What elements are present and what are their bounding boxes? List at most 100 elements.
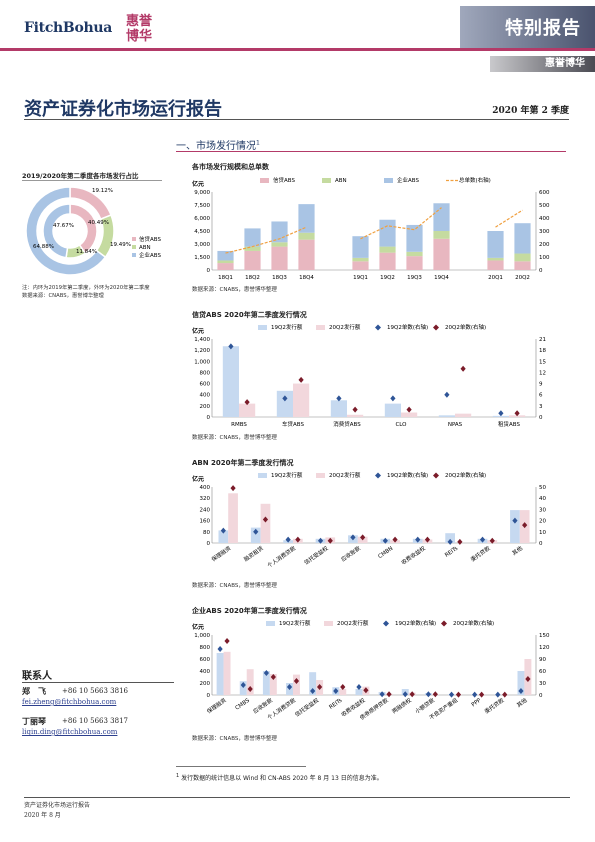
count-marker bbox=[498, 410, 504, 417]
legend-label: 信贷ABS bbox=[273, 176, 295, 184]
y2-tick-label: 18 bbox=[539, 348, 546, 354]
legend-label: 19Q2发行额 bbox=[271, 471, 303, 479]
y-tick-label: 1,500 bbox=[194, 255, 210, 261]
count-marker bbox=[525, 676, 531, 682]
bar bbox=[406, 224, 423, 252]
y-tick-label: 400 bbox=[200, 485, 211, 491]
x-tick-label: CMBN bbox=[377, 546, 394, 560]
y-tick-label: 1,000 bbox=[194, 359, 210, 365]
x-tick-label: 融资租赁 bbox=[242, 544, 265, 563]
y-tick-label: 6,000 bbox=[194, 216, 210, 222]
issuance-volume-chart: 亿元 9,000 7,500 6,000 4,500 3,000 1,500 0 600 500 4… bbox=[192, 176, 550, 281]
count-marker bbox=[502, 691, 508, 698]
y2-tick-label: 300 bbox=[539, 229, 550, 235]
y2-tick-label: 500 bbox=[539, 203, 550, 209]
count-marker bbox=[460, 365, 466, 372]
x-tick-label: 两融债权 bbox=[390, 696, 413, 715]
legend-label: 19Q2单数(右轴) bbox=[387, 323, 428, 331]
chart3-source: 数据来源：CNABS，惠誉博华整理 bbox=[192, 583, 277, 589]
count-marker bbox=[512, 517, 518, 524]
abn-chart: 亿元 400 320 240 160 80 0 50 40 30 20 10 0 19Q2发行额 20Q2发… bbox=[192, 471, 546, 570]
bar bbox=[218, 530, 229, 543]
contact-name: 丁丽琴 bbox=[22, 717, 46, 726]
count-marker bbox=[293, 678, 300, 684]
bar bbox=[487, 231, 504, 258]
x-tick-label: 收费收益权 bbox=[400, 544, 428, 567]
inner-ring-slice-0 bbox=[69, 203, 98, 255]
y-tick-label: 0 bbox=[207, 693, 211, 699]
donut-label: 19.12% bbox=[92, 188, 113, 194]
count-marker bbox=[244, 399, 250, 406]
bar bbox=[445, 533, 455, 543]
bar bbox=[239, 681, 247, 695]
bar bbox=[228, 493, 238, 543]
pie-chart-title: 2019/2020年第二季度各市场发行占比 bbox=[22, 172, 139, 180]
bar bbox=[433, 238, 450, 270]
legend-swatch bbox=[441, 620, 447, 627]
y2-tick-label: 40 bbox=[539, 496, 546, 502]
legend-swatch bbox=[258, 473, 267, 478]
count-marker bbox=[392, 536, 398, 543]
count-marker bbox=[298, 376, 304, 383]
y-axis-title: 亿元 bbox=[192, 623, 204, 631]
legend-swatch bbox=[132, 245, 136, 249]
y-tick-label: 800 bbox=[200, 370, 211, 376]
y2-tick-label: 0 bbox=[539, 541, 543, 547]
count-marker bbox=[386, 691, 392, 698]
y-tick-label: 800 bbox=[200, 645, 211, 651]
legend-label: 总单数(右轴) bbox=[459, 176, 491, 184]
bar bbox=[276, 390, 293, 417]
section-heading-text: 一、市场发行情况 bbox=[176, 141, 256, 152]
x-tick-label: 委托贷款 bbox=[469, 544, 492, 563]
x-tick-label: 其他 bbox=[510, 544, 524, 557]
count-marker bbox=[333, 688, 339, 694]
bar bbox=[355, 689, 363, 695]
count-marker bbox=[356, 684, 362, 690]
y-tick-label: 0 bbox=[207, 541, 211, 547]
y2-tick-label: 20 bbox=[539, 519, 546, 525]
bar bbox=[244, 246, 261, 251]
count-line bbox=[225, 226, 307, 254]
contact-email-link[interactable]: liqin.ding@fitchbohua.com bbox=[22, 728, 118, 736]
legend-swatch bbox=[375, 472, 381, 479]
bar bbox=[246, 669, 254, 695]
x-tick-label: 19Q4 bbox=[434, 275, 449, 281]
logo-badge-line1: 惠誉 bbox=[125, 14, 152, 29]
legend-label: 20Q2发行额 bbox=[329, 323, 361, 331]
legend-label: 19Q2单数(右轴) bbox=[387, 471, 428, 479]
x-tick-label: 19Q3 bbox=[407, 275, 422, 281]
x-tick-label: 消费贷ABS bbox=[333, 420, 361, 428]
count-marker bbox=[247, 686, 253, 692]
y-tick-label: 200 bbox=[200, 404, 211, 410]
x-tick-label: 19Q1 bbox=[353, 275, 368, 281]
contact-email-link[interactable]: fei.zheng@fitchbohua.com bbox=[22, 698, 117, 706]
brand-bar: 惠誉博华 bbox=[490, 56, 595, 72]
count-marker bbox=[240, 682, 246, 688]
logo-text: FitchBohua bbox=[24, 20, 113, 36]
page-title: 资产证券化市场运行报告 bbox=[24, 99, 222, 120]
x-tick-label: 保理融资 bbox=[210, 544, 233, 563]
legend-label: 企业ABS bbox=[139, 251, 161, 259]
y2-tick-label: 200 bbox=[539, 242, 550, 248]
legend-swatch bbox=[433, 472, 439, 479]
y2-tick-label: 400 bbox=[539, 216, 550, 222]
count-marker bbox=[285, 536, 291, 543]
corporate-abs-chart: 亿元 1,000 800 600 400 200 0 150 120 90 60 30 0 19Q2发行额… bbox=[192, 619, 550, 722]
y-tick-label: 4,500 bbox=[194, 229, 210, 235]
legend-swatch bbox=[383, 620, 389, 627]
bar bbox=[244, 250, 261, 270]
x-tick-label: CLO bbox=[395, 422, 407, 428]
x-tick-label: 个人消费贷款 bbox=[266, 544, 298, 570]
y2-tick-label: 150 bbox=[539, 633, 550, 639]
count-marker bbox=[406, 406, 412, 413]
count-marker bbox=[352, 406, 358, 413]
credit-abs-chart: 亿元 1,400 1,200 1,000 800 600 400 200 0 21 18 15 12 9 6… bbox=[192, 323, 546, 428]
contact-name: 郑 飞 bbox=[22, 687, 46, 696]
pie-chart-divider bbox=[22, 180, 162, 181]
y2-tick-label: 12 bbox=[539, 370, 546, 376]
bar bbox=[438, 415, 455, 417]
bar bbox=[293, 674, 300, 695]
x-tick-label: 应收账款 bbox=[251, 696, 274, 715]
chart2-title: 信贷ABS 2020年第二季度发行情况 bbox=[192, 311, 307, 319]
x-tick-label: 小额贷款 bbox=[413, 696, 436, 715]
